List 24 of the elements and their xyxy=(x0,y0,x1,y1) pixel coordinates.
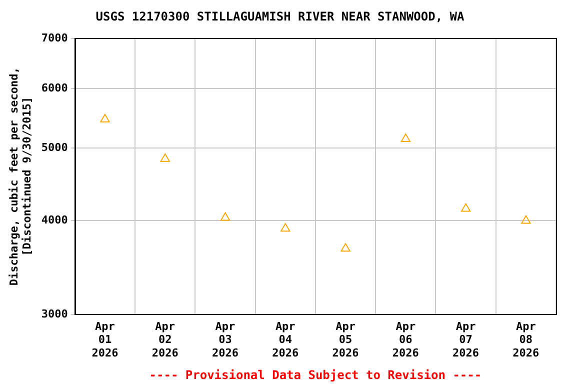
x-tick-label: Apr 05 2026 xyxy=(332,320,360,360)
y-tick-label: 5000 xyxy=(41,140,68,154)
point xyxy=(280,223,290,232)
point xyxy=(460,203,471,212)
x-tick-label: Apr 01 2026 xyxy=(92,320,119,360)
point xyxy=(340,243,350,252)
chart-title: USGS 12170300 STILLAGUAMISH RIVER NEAR STANWOOD, WA xyxy=(96,9,465,24)
point xyxy=(220,212,230,221)
x-tick-label: Apr 06 2026 xyxy=(392,320,420,360)
y-tick-label: 4000 xyxy=(41,214,68,227)
y-axis-title: Discharge, cubic feet per second, [Discontinued 9/30/2015] xyxy=(7,67,34,286)
y-tick-label: 6000 xyxy=(41,81,68,94)
point xyxy=(400,134,410,142)
x-tick-label: Apr 04 2026 xyxy=(272,320,299,360)
y-tick-label: 3000 xyxy=(41,307,68,320)
x-tick-label: Apr 03 2026 xyxy=(212,320,239,360)
point xyxy=(100,114,110,122)
point xyxy=(160,153,170,162)
text: ---- Provisional Data Subject to Revision ---- xyxy=(149,368,482,382)
point xyxy=(521,215,531,224)
x-tick-label: Apr 02 2026 xyxy=(152,320,179,360)
y-tick-label: 7000 xyxy=(41,31,68,44)
x-tick-label: Apr 07 2026 xyxy=(452,320,480,360)
x-tick-label: Apr 08 2026 xyxy=(512,320,540,360)
